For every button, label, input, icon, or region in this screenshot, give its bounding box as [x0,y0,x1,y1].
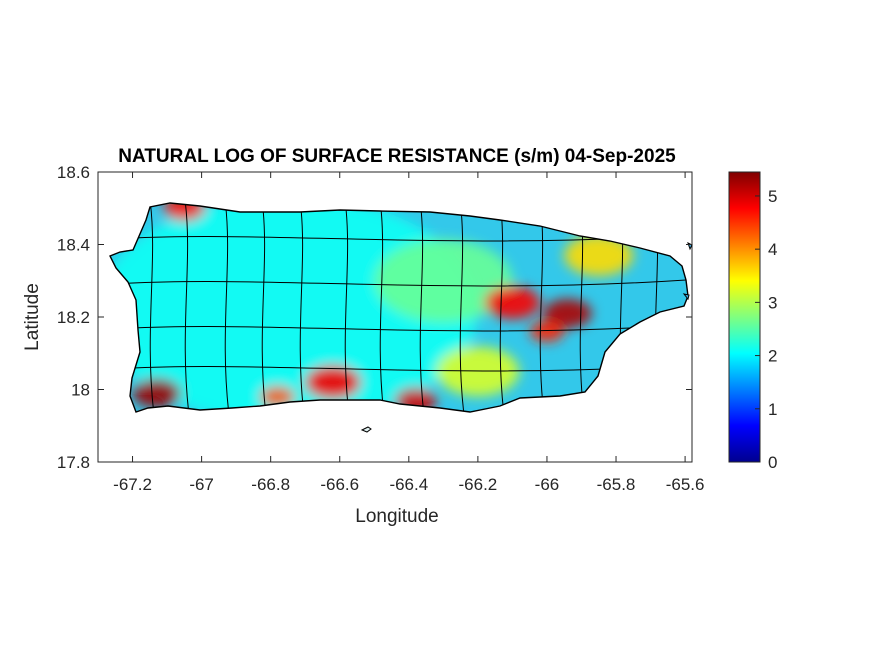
x-axis-ticks: -67.2 -67 -66.8 -66.6 -66.4 -66.2 -66 -65.8 -65.… [113,172,704,494]
heat-region-9 [163,203,206,221]
colorbar-tick-label: 3 [768,293,777,312]
y-axis-ticks: 17.8 18 18.2 18.4 18.6 [57,163,692,472]
x-tick-label: -66.8 [251,475,290,494]
x-tick-label: -67 [189,475,214,494]
colorbar-tick-label: 4 [768,240,777,259]
x-tick-label: -66.2 [459,475,498,494]
heat-region-2 [484,285,541,320]
y-tick-label: 18 [71,381,90,400]
colorbar [728,171,761,463]
x-tick-label: -65.8 [597,475,636,494]
x-tick-label: -66 [535,475,560,494]
y-tick-label: 18.6 [57,163,90,182]
heat-region-1 [374,239,513,323]
y-axis-label: Latitude [22,283,43,351]
municipality-line [419,203,425,412]
municipality-line [224,203,230,412]
colorbar-ticks: 0 1 2 3 4 5 [755,187,777,472]
municipality-line [184,203,190,412]
x-tick-label: -66.6 [320,475,359,494]
x-axis-label: Longitude [355,506,438,527]
municipality-line [299,203,305,412]
caja-de-muertos-island [360,426,372,433]
municipality-line [110,363,688,372]
colorbar-tick-label: 0 [768,453,777,472]
heat-region-3 [543,298,592,328]
x-tick-label: -65.6 [666,475,705,494]
y-tick-label: 18.4 [57,236,90,255]
municipality-line [261,203,267,412]
colorbar-tick-label: 5 [768,187,777,206]
heat-region-6 [305,365,361,399]
x-tick-label: -66.4 [389,475,428,494]
chart-title: NATURAL LOG OF SURFACE RESISTANCE (s/m) … [118,146,676,167]
colorbar-tick-label: 2 [768,347,777,366]
y-tick-label: 17.8 [57,453,90,472]
heat-region-5 [132,378,181,408]
municipality-line [459,203,465,412]
heat-region-4 [529,321,565,342]
municipality-line [379,203,385,412]
y-tick-label: 18.2 [57,308,90,327]
x-tick-label: -67.2 [113,475,152,494]
municipality-line [499,203,505,412]
island-coastline [109,202,689,413]
municipality-line [110,323,688,332]
heat-region-10 [564,234,634,277]
municipality-line [110,278,688,287]
municipality-line [344,203,350,412]
colorbar-tick-label: 1 [768,400,777,419]
municipality-line [149,203,155,412]
